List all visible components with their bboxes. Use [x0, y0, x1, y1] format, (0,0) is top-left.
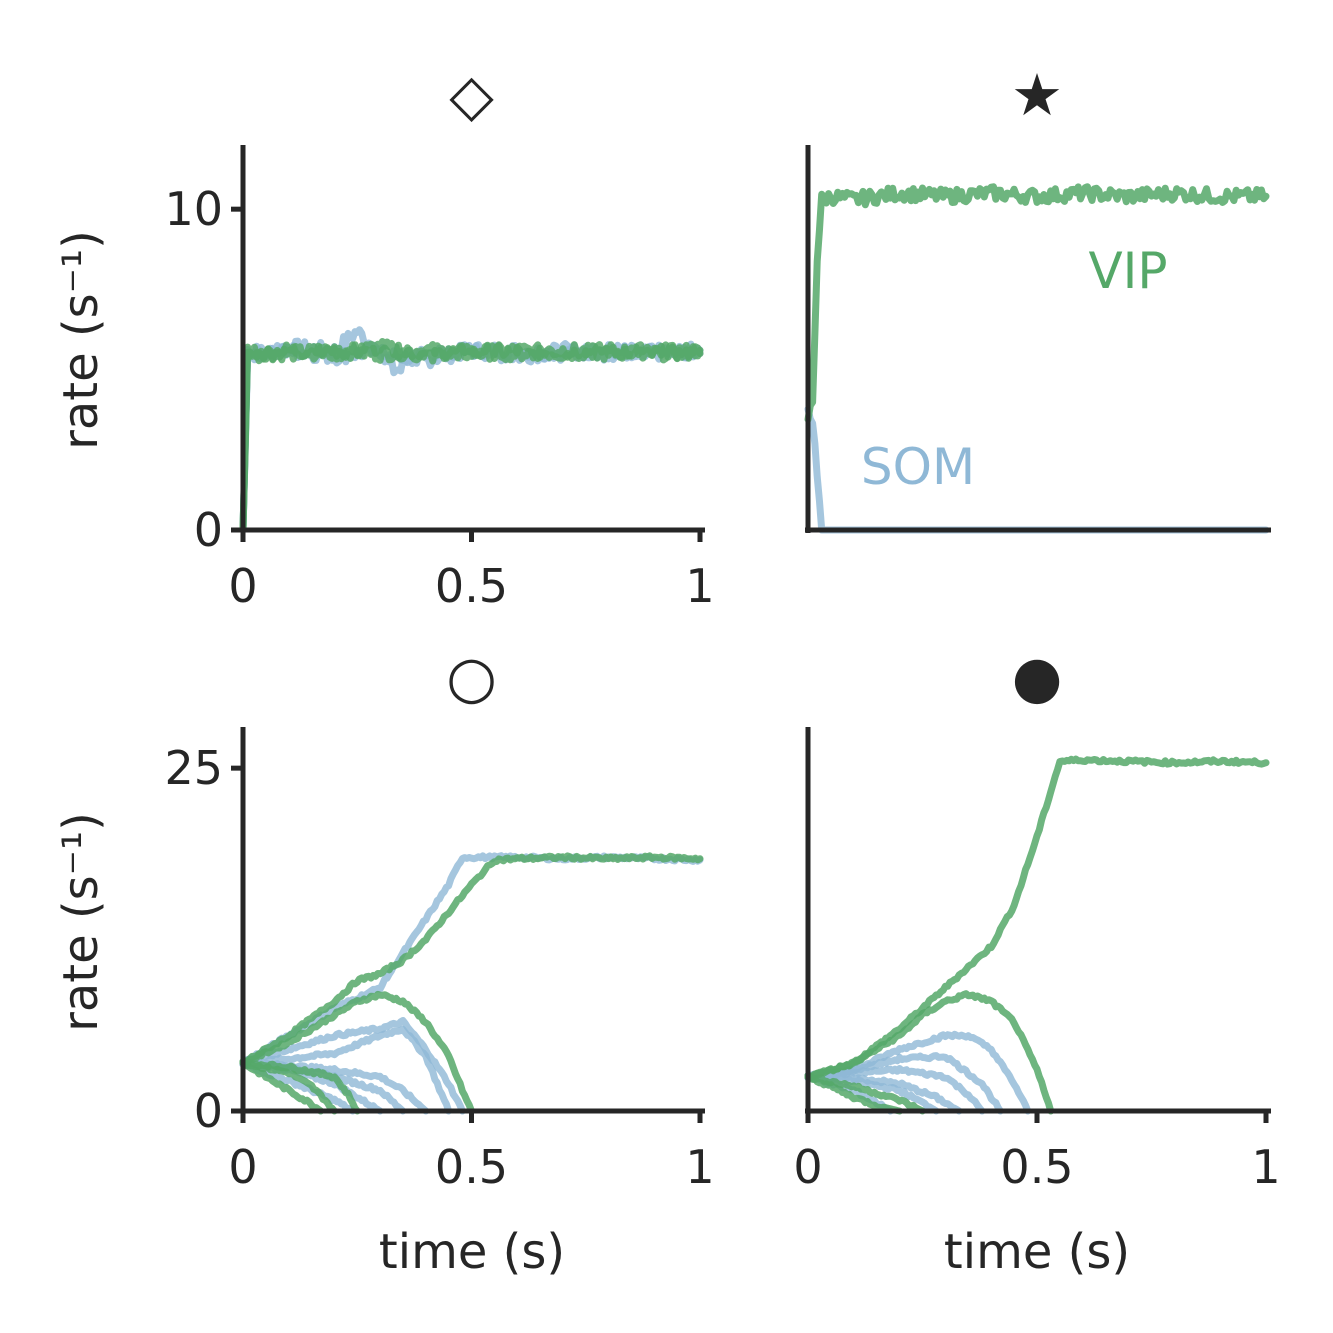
x-tick-label: 0: [228, 559, 257, 613]
panel-3: 0 25 0 0.5 1 ○: [164, 643, 714, 1194]
y-axis-label-top: rate (s⁻¹): [53, 230, 109, 450]
x-tick-label: 1: [685, 1140, 714, 1194]
series-line-vip: [804, 755, 1270, 1081]
series-line-vip: [239, 1059, 325, 1115]
series-line-vip: [239, 852, 704, 1067]
annotation-som: SOM: [861, 438, 975, 496]
panel-4: 0 0.5 1 ●: [793, 643, 1280, 1194]
y-axis-label-bottom: rate (s⁻¹): [53, 812, 109, 1032]
x-tick-label: 1: [685, 559, 714, 613]
series-line-vip: [239, 990, 475, 1115]
series-line-som: [804, 1030, 1032, 1115]
x-tick-label: 0.5: [435, 1140, 508, 1194]
panel-marker-icon: ●: [1012, 643, 1063, 711]
panel-marker-icon: ★: [1011, 61, 1063, 129]
panel-2: ★ VIP SOM: [804, 61, 1271, 534]
x-tick-label: 0: [228, 1140, 257, 1194]
series-line-som: [239, 1025, 453, 1115]
y-tick-label: 0: [194, 503, 223, 557]
panels-group: 0 10 0 0.5 1 ◇ ★ VIP SOM 0 25 0 0.5 1 ○ 0 0.5 1 ●: [164, 61, 1280, 1194]
series-line-vip: [239, 338, 704, 534]
series-line-vip: [804, 183, 1270, 423]
panel-marker-icon: ○: [446, 643, 497, 711]
x-tick-label: 0.5: [1000, 1140, 1073, 1194]
annotation-vip: VIP: [1088, 242, 1167, 300]
y-tick-label: 10: [164, 182, 223, 236]
series-line-vip: [239, 1058, 361, 1115]
panel-marker-icon: ◇: [449, 61, 494, 129]
x-tick-label: 0: [793, 1140, 822, 1194]
x-axis-label-right: time (s): [944, 1224, 1130, 1280]
y-tick-label: 25: [164, 741, 223, 795]
x-tick-label: 1: [1251, 1140, 1280, 1194]
x-tick-label: 0.5: [435, 559, 508, 613]
series-line-vip: [804, 1071, 926, 1115]
x-axis-label-left: time (s): [379, 1224, 565, 1280]
y-tick-label: 0: [194, 1084, 223, 1138]
panel-1: 0 10 0 0.5 1 ◇: [164, 61, 714, 613]
